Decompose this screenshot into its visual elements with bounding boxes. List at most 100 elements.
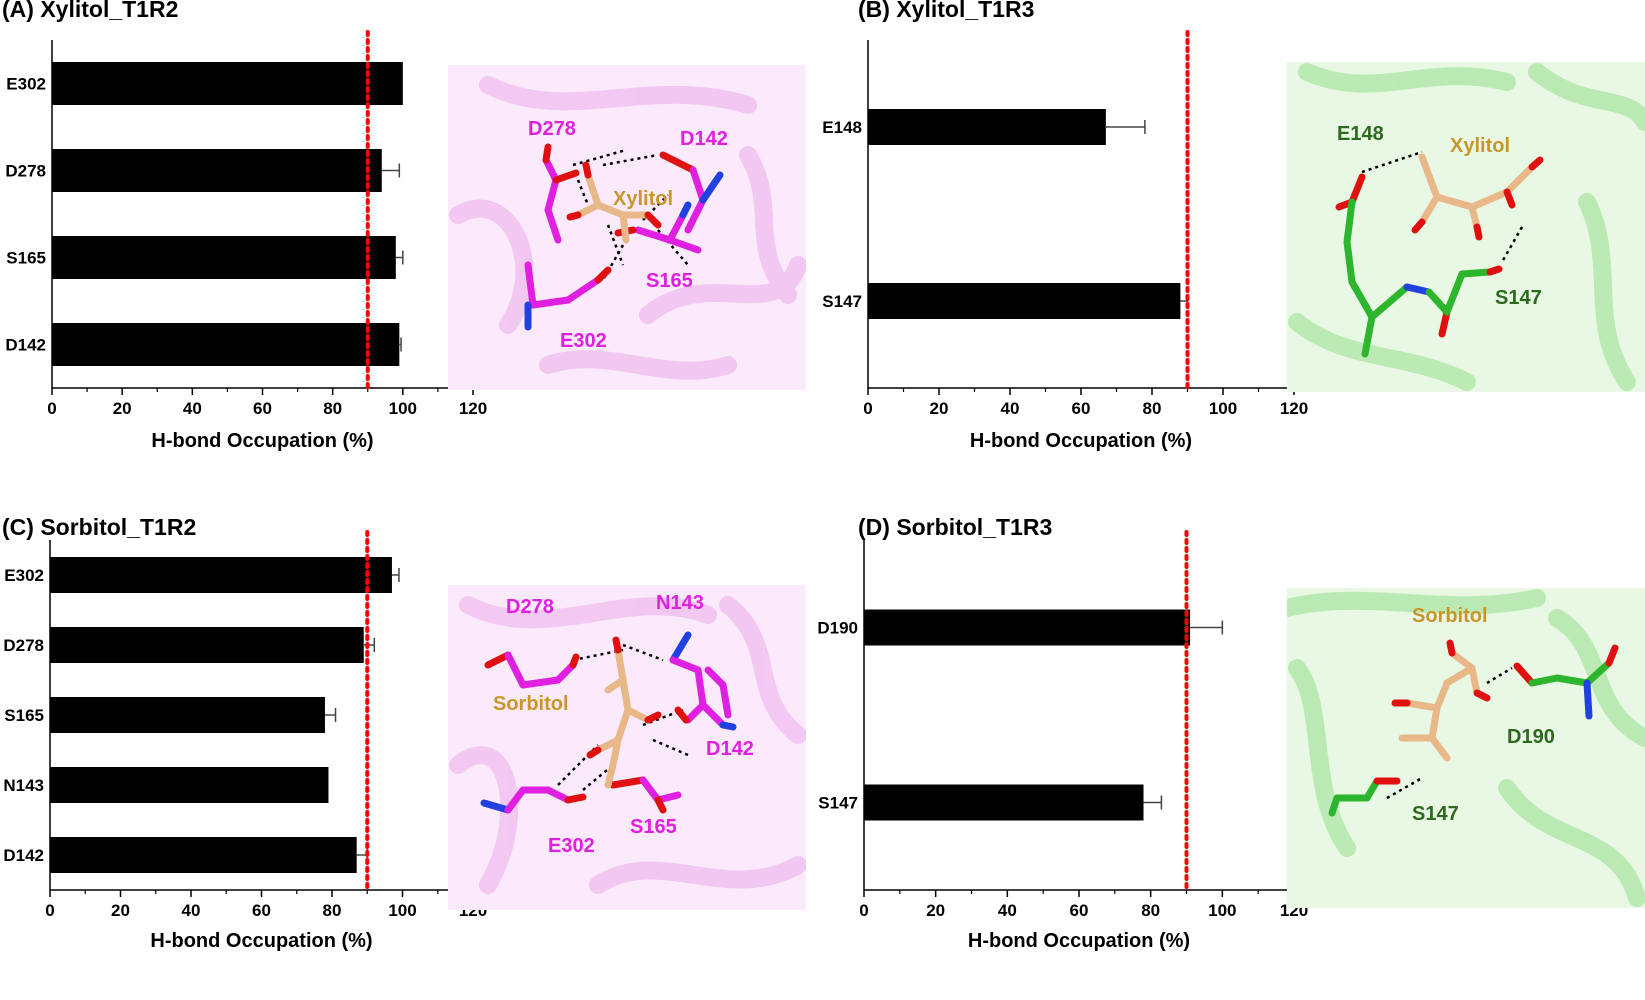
label-xylitol: Xylitol <box>1450 135 1510 157</box>
structure-a-xylitol-t1r2: D278 D142 Xylitol S165 E302 <box>448 65 806 390</box>
protein-ribbon <box>1288 63 1645 391</box>
hbond-lines <box>1386 666 1513 800</box>
x-axis-title: H-bond Occupation (%) <box>968 930 1190 952</box>
bar-d190 <box>864 609 1191 646</box>
x-tick-label-80: 80 <box>1141 901 1160 920</box>
label-sorbitol: Sorbitol <box>493 693 569 715</box>
label-n143: N143 <box>656 592 704 614</box>
x-tick-label-0: 0 <box>863 399 872 418</box>
bar-s165 <box>52 236 396 279</box>
residue-n143-d142 <box>669 631 737 731</box>
label-s165: S165 <box>630 816 677 838</box>
x-tick-label-80: 80 <box>323 399 342 418</box>
x-tick-label-80: 80 <box>1143 399 1162 418</box>
residue-d278 <box>484 651 580 689</box>
panel-b-title: (B) Xylitol_T1R3 <box>858 0 1035 22</box>
panel-d-title: (D) Sorbitol_T1R3 <box>858 514 1053 540</box>
bar-n143 <box>50 767 329 803</box>
chart-b-xylitol-t1r3: E148 S147 0 20 40 60 80 100 120 H-bond Occupation… <box>822 30 1308 452</box>
residue-e302 <box>524 261 612 331</box>
x-tick-label-60: 60 <box>1072 399 1091 418</box>
panel-c-title: (C) Sorbitol_T1R2 <box>2 514 197 540</box>
residue-e302 <box>480 786 587 814</box>
x-axis-title: H-bond Occupation (%) <box>150 930 372 952</box>
residue-d190 <box>1513 644 1619 720</box>
x-tick-label-60: 60 <box>1070 901 1089 920</box>
bar-e302 <box>52 62 403 105</box>
ligand-xylitol <box>566 161 662 244</box>
label-e302: E302 <box>560 330 607 352</box>
ligand-sorbitol <box>586 636 662 789</box>
label-xylitol: Xylitol <box>613 188 673 210</box>
residue-s165 <box>614 201 702 254</box>
structure-c-sorbitol-t1r2: D278 N143 Sorbitol D142 S165 E302 <box>448 585 806 910</box>
ligand-xylitol <box>1411 153 1544 241</box>
residue-s147 <box>1328 777 1401 817</box>
category-label-d278: D278 <box>5 162 46 181</box>
bar-d278 <box>52 149 382 192</box>
category-label-n143: N143 <box>3 776 44 795</box>
label-d142: D142 <box>680 128 728 150</box>
x-tick-label-0: 0 <box>859 901 868 920</box>
panel-a-title: (A) Xylitol_T1R2 <box>2 0 179 22</box>
label-e148: E148 <box>1337 123 1384 145</box>
bar-d142 <box>50 837 357 873</box>
x-tick-label-40: 40 <box>998 901 1017 920</box>
residue-d142 <box>659 151 724 234</box>
category-label-d142: D142 <box>5 336 46 355</box>
bar-d142 <box>52 323 400 366</box>
x-tick-label-100: 100 <box>388 901 416 920</box>
x-tick-label-100: 100 <box>389 399 417 418</box>
label-sorbitol: Sorbitol <box>1412 605 1488 627</box>
x-tick-label-100: 100 <box>1209 399 1237 418</box>
x-tick-label-120: 120 <box>459 399 487 418</box>
x-tick-label-80: 80 <box>323 901 342 920</box>
protein-ribbon <box>449 76 806 380</box>
category-label-e302: E302 <box>6 75 46 94</box>
x-tick-label-20: 20 <box>111 901 130 920</box>
x-tick-label-60: 60 <box>252 901 271 920</box>
bar-s165 <box>50 697 325 733</box>
residue-s165 <box>609 776 682 814</box>
protein-ribbon <box>1287 589 1645 907</box>
protein-ribbon <box>449 596 806 894</box>
category-label-d278: D278 <box>3 636 44 655</box>
label-d278: D278 <box>506 596 554 618</box>
structure-d-sorbitol-t1r3: Sorbitol D190 S147 <box>1287 588 1645 908</box>
bar-e302 <box>50 557 392 593</box>
residue-d278 <box>542 143 580 244</box>
category-label-s165: S165 <box>6 249 46 268</box>
residue-e148-s147 <box>1335 173 1503 358</box>
label-s165: S165 <box>646 270 693 292</box>
label-s147: S147 <box>1412 803 1459 825</box>
bar-s147 <box>868 283 1181 319</box>
x-tick-label-100: 100 <box>1208 901 1236 920</box>
ligand-sorbitol <box>1391 639 1491 762</box>
label-d142: D142 <box>706 738 754 760</box>
x-tick-label-40: 40 <box>1001 399 1020 418</box>
bar-s147 <box>864 784 1144 821</box>
category-label-e302: E302 <box>4 566 44 585</box>
label-e302: E302 <box>548 835 595 857</box>
ribbon-background <box>1287 588 1645 908</box>
bar-e148 <box>868 109 1106 145</box>
label-s147: S147 <box>1495 287 1542 309</box>
category-label-d190: D190 <box>817 619 858 638</box>
x-axis-title: H-bond Occupation (%) <box>151 430 373 452</box>
x-tick-label-40: 40 <box>183 399 202 418</box>
label-d278: D278 <box>528 118 576 140</box>
category-label-s165: S165 <box>4 706 44 725</box>
category-label-e148: E148 <box>822 118 862 137</box>
label-d190: D190 <box>1507 726 1555 748</box>
x-tick-label-20: 20 <box>930 399 949 418</box>
x-tick-label-0: 0 <box>45 901 54 920</box>
category-label-s147: S147 <box>822 292 862 311</box>
category-label-d142: D142 <box>3 846 44 865</box>
x-tick-label-120: 120 <box>1280 399 1308 418</box>
bar-d278 <box>50 627 364 663</box>
x-tick-label-40: 40 <box>182 901 201 920</box>
x-tick-label-60: 60 <box>253 399 272 418</box>
x-tick-label-20: 20 <box>113 399 132 418</box>
